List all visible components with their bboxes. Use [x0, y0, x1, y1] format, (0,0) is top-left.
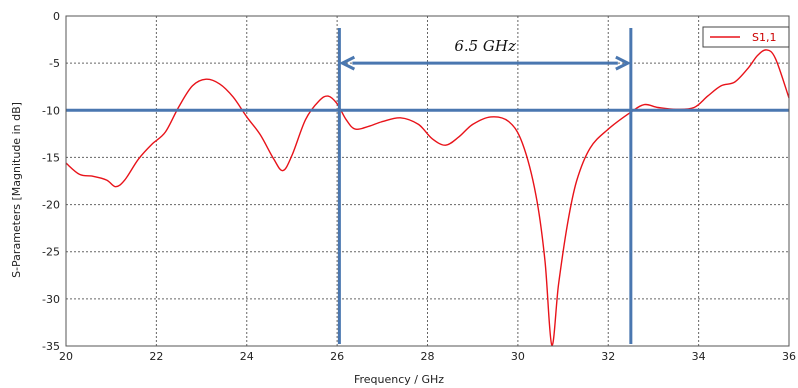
legend: S1,1 — [702, 26, 790, 48]
y-axis-title: S-Parameters [Magnitude in dB] — [10, 102, 23, 278]
arrow-head-right — [615, 55, 632, 71]
y-tick-label: -35 — [42, 340, 60, 353]
reference-lines — [66, 28, 789, 344]
y-tick-label: 0 — [53, 10, 60, 23]
bandwidth-label: 6.5 GHz — [454, 37, 516, 55]
legend-box — [702, 26, 790, 48]
y-tick-label: -15 — [42, 151, 60, 164]
x-tick-label: 32 — [601, 350, 615, 363]
x-tick-label: 28 — [421, 350, 435, 363]
y-tick-label: -5 — [49, 57, 60, 70]
bandwidth-annotation: 6.5 GHz — [339, 37, 632, 71]
x-tick-label: 20 — [59, 350, 73, 363]
x-tick-label: 22 — [149, 350, 163, 363]
y-tick-label: -10 — [42, 104, 60, 117]
x-tick-label: 36 — [782, 350, 796, 363]
plot-border — [65, 15, 790, 347]
x-tick-label: 30 — [511, 350, 525, 363]
y-tick-label: -30 — [42, 293, 60, 306]
x-tick-labels: 20 22 24 26 28 30 32 34 36 — [59, 350, 796, 363]
x-tick-label: 34 — [692, 350, 706, 363]
y-tick-labels: 0 -5 -10 -15 -20 -25 -30 -35 — [42, 10, 60, 353]
y-tick-label: -20 — [42, 199, 60, 212]
x-axis-title: Frequency / GHz — [354, 373, 444, 386]
x-tick-label: 26 — [330, 350, 344, 363]
legend-label: S1,1 — [752, 31, 776, 44]
arrow-head-left — [339, 55, 356, 71]
y-tick-label: -25 — [42, 246, 60, 259]
x-tick-label: 24 — [240, 350, 254, 363]
